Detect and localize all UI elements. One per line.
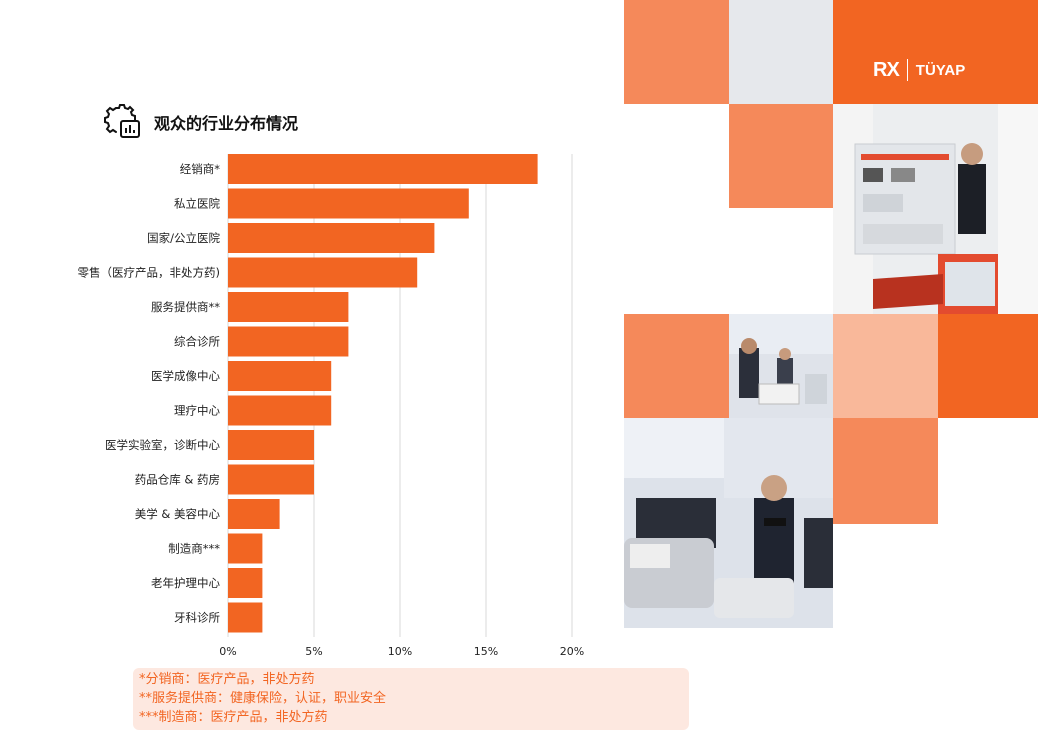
tile-orange-mid-right [938,314,1038,418]
logo-tuyap: TÜYAP [915,61,966,79]
bar [228,257,418,288]
footnote-manufacturer: ***制造商：医疗产品，非处方药 [139,710,328,725]
x-tick-label: 0% [219,645,236,658]
footnotes-box: *分销商：医疗产品，非处方药 **服务提供商：健康保险，认证，职业安全 ***制… [133,668,689,730]
bar [228,188,469,219]
category-label: 国家/公立医院 [147,231,220,245]
gear-chart-icon [104,104,140,138]
tile-grey-top [729,0,833,104]
category-label: 综合诊所 [174,335,220,349]
tile-orange-logo [833,0,1038,104]
bar [228,602,263,633]
category-label: 私立医院 [174,197,220,211]
bar [228,430,314,460]
category-label: 经销商* [180,162,220,176]
tile-pale-orange-mid [833,314,938,418]
category-label: 老年护理中心 [151,576,220,590]
bar [228,395,332,426]
tile-pale-orange [729,104,833,208]
bar [228,533,263,564]
category-label: 制造商*** [168,542,220,556]
category-label: 医学实验室，诊断中心 [105,438,220,452]
bar [228,292,349,322]
bar [228,568,263,598]
tile-light-orange-mid [624,314,729,418]
photo-ambulance [833,104,1038,314]
x-tick-label: 15% [474,645,498,658]
category-label: 美学 & 美容中心 [135,507,221,521]
bar [228,499,280,529]
bar [228,361,332,391]
footnote-service-provider: **服务提供商：健康保险，认证，职业安全 [139,691,387,706]
category-label: 牙科诊所 [174,611,220,625]
x-tick-label: 20% [560,645,584,658]
category-label: 药品仓库 & 药房 [135,473,220,487]
footnote-distributor: *分销商：医疗产品，非处方药 [139,672,315,687]
category-label: 理疗中心 [174,404,220,418]
photo-exhibition-small [729,314,833,418]
bar [228,223,435,253]
category-label: 零售（医疗产品，非处方药) [78,266,221,280]
tile-light-orange-top [624,0,729,104]
brand-logo: RX TÜYAP [873,56,965,84]
logo-rx: RX [873,58,900,81]
x-tick-label: 10% [388,645,412,658]
category-label: 医学成像中心 [151,369,220,383]
bar [228,154,538,184]
photo-exhibition-large [624,418,833,628]
bar [228,326,349,357]
chart-title-block: 观众的行业分布情况 [102,102,298,142]
chart-title: 观众的行业分布情况 [154,114,299,133]
x-tick-label: 5% [305,645,322,658]
category-label: 服务提供商** [151,300,220,314]
bar [228,464,314,495]
logo-divider [906,59,908,81]
tile-orange-lower [833,418,938,524]
